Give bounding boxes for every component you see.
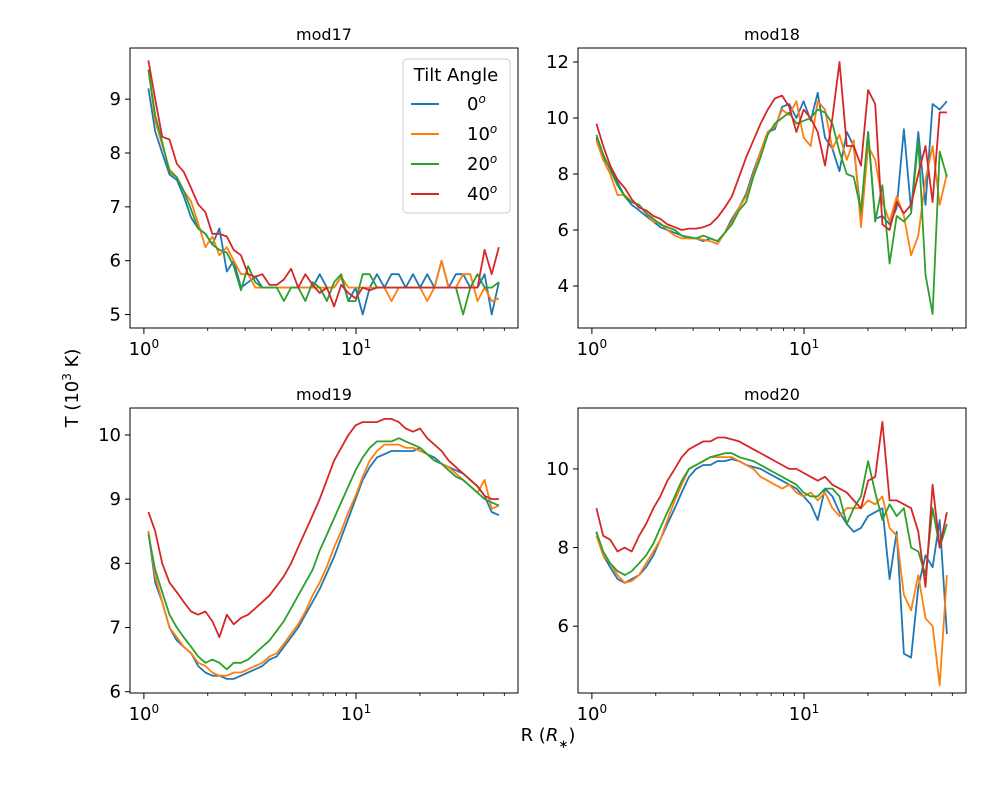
axes-frame-1 — [577, 47, 967, 329]
series-line-3-2 — [595, 452, 948, 576]
x-tick-label-base-2-1: 10 — [341, 704, 364, 725]
x-tick-label-2-1: 101 — [341, 702, 372, 725]
y-tick-label-2-4: 10 — [98, 425, 121, 446]
y-tick-label-1-4: 12 — [546, 52, 569, 73]
y-axis-label-tail: K) — [62, 349, 83, 374]
x-tick-label-base-2-0: 10 — [129, 704, 152, 725]
y-tick-label-0-3: 8 — [110, 143, 121, 164]
x-tick-label-exp-0-0: 0 — [152, 337, 160, 351]
legend-entry-0: 0o — [411, 92, 486, 115]
axes-frame-2 — [129, 407, 519, 694]
y-tick-label-2-0: 6 — [110, 682, 121, 703]
series-line-1-3 — [595, 61, 947, 231]
x-tick-label-3-1: 101 — [789, 702, 820, 725]
x-tick-label-base-1-1: 10 — [789, 339, 812, 360]
axes-frame-3 — [577, 407, 967, 694]
legend-label-2-value: 20 — [467, 154, 490, 175]
x-tick-label-0-0: 100 — [129, 337, 160, 360]
legend: Tilt Angle 0o 10o 20o 40o — [402, 58, 511, 214]
x-axis-label-var: R — [546, 725, 559, 746]
legend-entry-3: 40o — [411, 182, 497, 205]
y-tick-label-1-3: 10 — [546, 108, 569, 129]
x-tick-label-1-1: 101 — [789, 337, 820, 360]
subplot-title-1: mod18 — [744, 25, 800, 44]
x-axis-label-tail: ) — [568, 725, 575, 746]
x-axis-label-sub: ∗ — [558, 737, 568, 751]
series-line-3-1 — [595, 456, 948, 686]
subplot-title-3: mod20 — [744, 385, 800, 404]
x-tick-label-exp-2-1: 1 — [364, 702, 372, 716]
y-tick-label-0-1: 6 — [110, 251, 121, 272]
y-tick-label-3-2: 10 — [546, 459, 569, 480]
y-tick-label-0-4: 9 — [110, 89, 121, 110]
x-tick-label-1-0: 100 — [577, 337, 608, 360]
x-tick-label-base-1-0: 10 — [577, 339, 600, 360]
legend-label-0-sup: o — [478, 92, 485, 106]
x-tick-label-exp-1-0: 0 — [600, 337, 608, 351]
y-axis-label: T (103 K) — [60, 349, 83, 429]
legend-box — [402, 58, 511, 214]
series-line-2-2 — [147, 437, 500, 671]
x-tick-label-exp-3-1: 1 — [812, 702, 820, 716]
series-line-3-3 — [595, 420, 948, 588]
series-line-2-3 — [147, 417, 499, 639]
y-axis-label-text: T (10 — [62, 381, 83, 429]
series-line-0-1 — [147, 69, 500, 303]
axes-frame-0 — [129, 47, 519, 329]
x-tick-label-0-1: 101 — [341, 337, 372, 360]
x-tick-label-exp-3-0: 0 — [600, 702, 608, 716]
y-tick-label-1-1: 6 — [558, 220, 569, 241]
legend-label-0-value: 0 — [467, 94, 478, 115]
x-axis-label-text: R ( — [521, 725, 546, 746]
legend-label-3: 40o — [467, 182, 497, 205]
series-line-1-2 — [595, 108, 948, 315]
y-tick-label-1-0: 4 — [558, 276, 569, 297]
x-axis-label: R (R∗) — [521, 725, 576, 751]
y-tick-label-2-3: 9 — [110, 489, 121, 510]
y-tick-label-0-0: 5 — [110, 305, 121, 326]
legend-label-1-sup: o — [490, 122, 497, 136]
y-tick-label-2-1: 7 — [110, 618, 121, 639]
legend-entry-1: 10o — [411, 122, 497, 145]
legend-label-1-value: 10 — [467, 124, 490, 145]
legend-label-3-value: 40 — [467, 184, 490, 205]
x-tick-label-base-0-1: 10 — [341, 339, 364, 360]
x-tick-label-base-0-0: 10 — [129, 339, 152, 360]
legend-title: Tilt Angle — [413, 65, 498, 86]
legend-entry-2: 20o — [411, 152, 497, 175]
y-axis-label-sup: 3 — [60, 373, 74, 381]
x-tick-label-exp-0-1: 1 — [364, 337, 372, 351]
y-tick-label-0-2: 7 — [110, 197, 121, 218]
x-tick-label-exp-1-1: 1 — [812, 337, 820, 351]
y-tick-label-3-0: 6 — [558, 616, 569, 637]
legend-label-0: 0o — [467, 92, 486, 115]
y-tick-label-2-2: 8 — [110, 553, 121, 574]
x-tick-label-base-3-0: 10 — [577, 704, 600, 725]
x-tick-label-exp-2-0: 0 — [152, 702, 160, 716]
x-tick-label-2-0: 100 — [129, 702, 160, 725]
x-tick-label-base-3-1: 10 — [789, 704, 812, 725]
y-tick-label-3-1: 8 — [558, 538, 569, 559]
legend-label-1: 10o — [467, 122, 497, 145]
series-line-0-3 — [147, 60, 500, 308]
subplot-title-0: mod17 — [296, 25, 352, 44]
legend-label-3-sup: o — [490, 182, 497, 196]
legend-label-2-sup: o — [490, 152, 497, 166]
x-tick-label-3-0: 100 — [577, 702, 608, 725]
series-line-3-0 — [595, 458, 948, 659]
y-tick-label-1-2: 8 — [558, 164, 569, 185]
subplot-title-2: mod19 — [296, 385, 352, 404]
legend-label-2: 20o — [467, 152, 497, 175]
